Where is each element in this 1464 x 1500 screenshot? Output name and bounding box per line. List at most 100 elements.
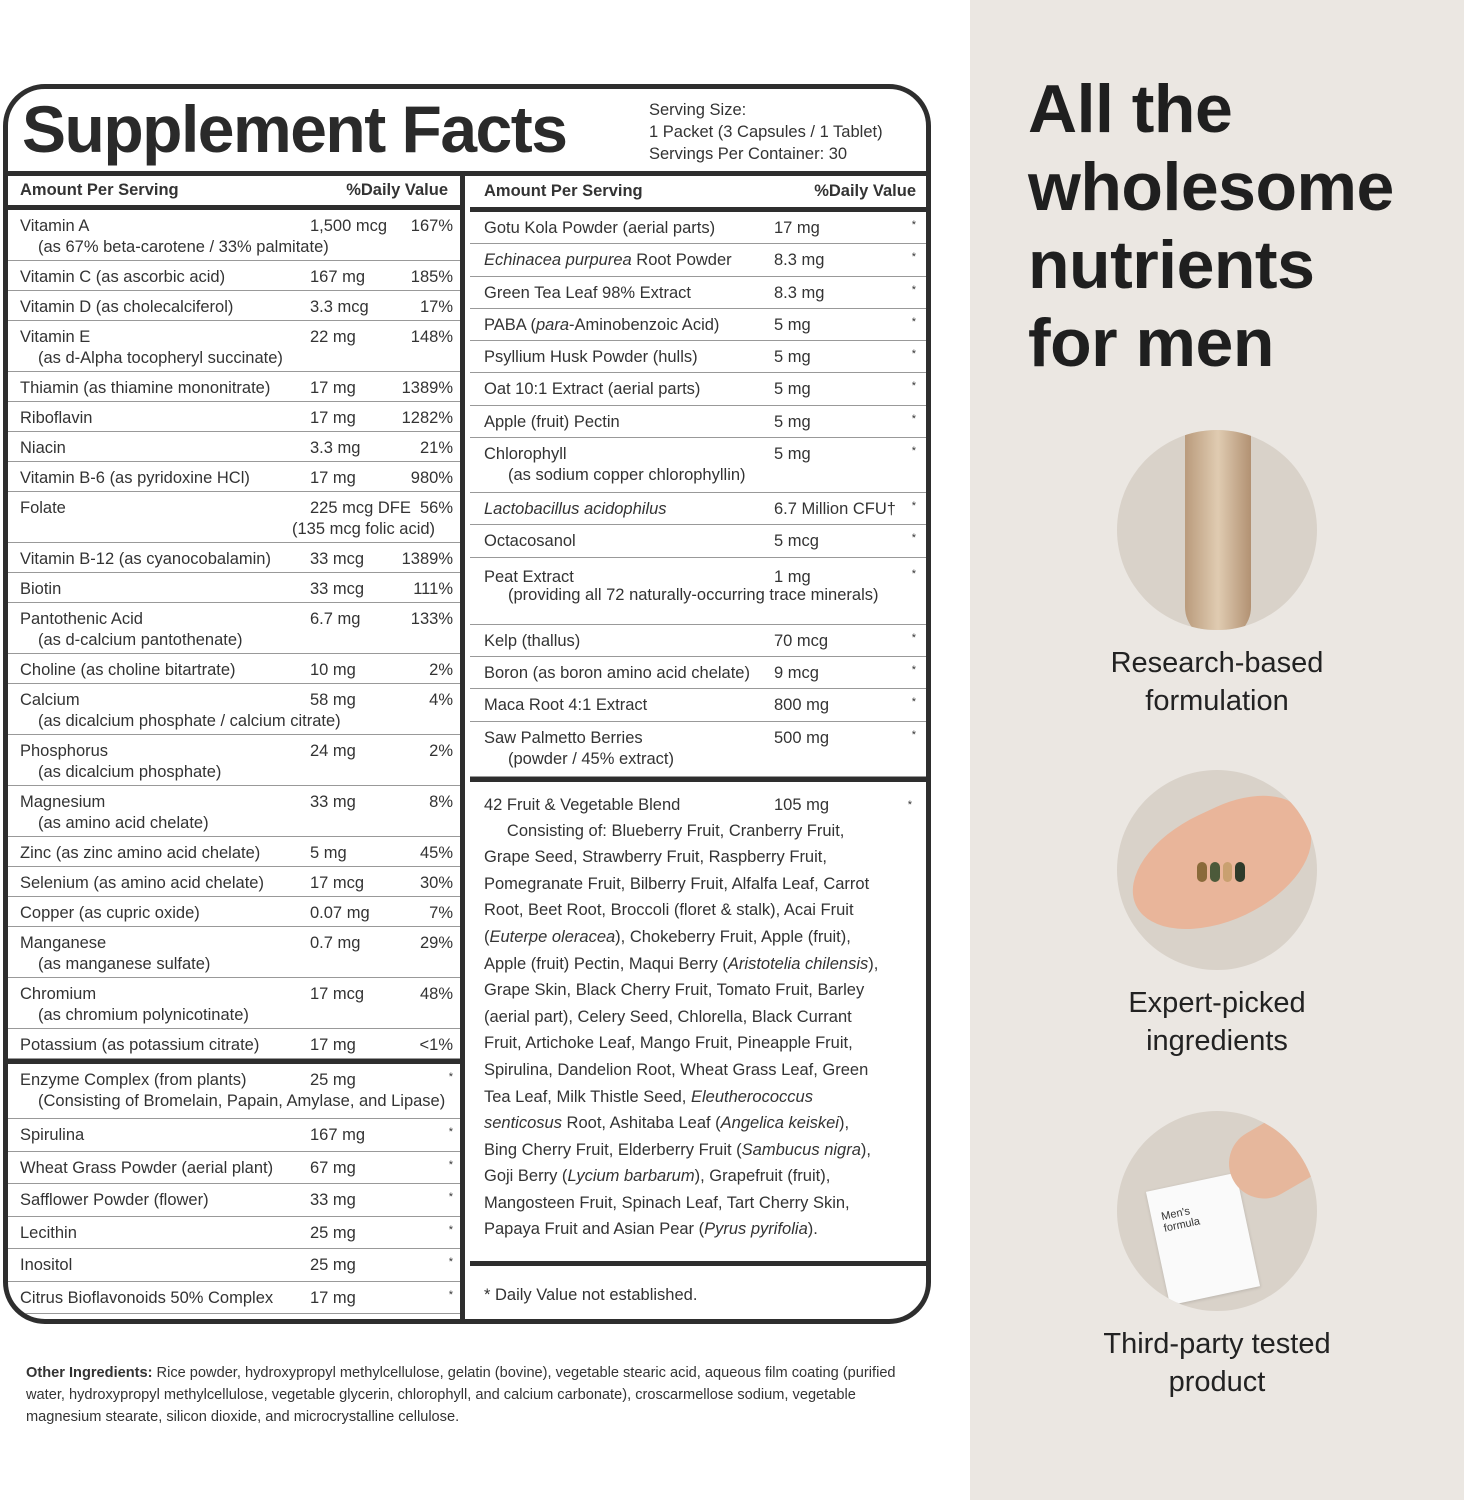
nutrient-row: Apple (fruit) Pectin 5 mg * — [470, 406, 926, 439]
nutrient-row: Magnesium 33 mg 8% (as amino acid chelate) — [8, 786, 460, 837]
packet-image: Men's formula — [1117, 1111, 1317, 1311]
nutrient-row: Biotin 33 mcg 111% — [8, 573, 460, 603]
nutrient-amount: 25 mg — [310, 1071, 356, 1089]
nutrient-amount: 1 mg — [774, 567, 811, 586]
headline-line: for men — [1028, 305, 1274, 381]
nutrient-row: Oat 10:1 Extract (aerial parts) 5 mg * — [470, 373, 926, 406]
nutrient-amount: 3.3 mcg — [310, 298, 369, 316]
nutrient-name: Apple (fruit) Pectin — [484, 412, 620, 431]
nutrient-amount: 25 mg — [310, 1256, 356, 1274]
nutrient-source: (135 mcg folic acid) — [292, 520, 436, 538]
nutrient-name: Safflower Powder (flower) — [20, 1191, 209, 1209]
feature-expert: Expert-picked ingredients — [970, 770, 1464, 1060]
nutrient-daily-value: 185% — [410, 268, 453, 286]
nutrient-daily-value: * — [911, 315, 916, 328]
nutrient-name: Peat Extract — [484, 567, 574, 586]
dv-header: %Daily Value — [814, 182, 916, 200]
column-header: Amount Per Serving %Daily Value — [8, 176, 460, 210]
nutrient-row: Saw Palmetto Berries 500 mg * (powder / 45%… — [470, 722, 926, 777]
nutrient-daily-value: * — [911, 631, 916, 644]
nutrient-daily-value: * — [911, 219, 916, 231]
nutrient-name: Vitamin E — [20, 328, 91, 346]
nutrient-amount: 17 mg — [310, 469, 356, 487]
nutrient-daily-value: * — [911, 348, 916, 361]
nutrient-daily-value: 8% — [429, 793, 453, 811]
other-ingredients: Other Ingredients: Rice powder, hydroxyp… — [26, 1362, 906, 1428]
nutrient-name: Choline (as choline bitartrate) — [20, 661, 236, 679]
nutrient-daily-value: * — [448, 1071, 453, 1083]
nutrient-name: Potassium (as potassium citrate) — [20, 1036, 260, 1054]
nutrient-row: Gotu Kola Powder (aerial parts) 17 mg * — [470, 212, 926, 245]
nutrient-daily-value: 29% — [419, 934, 453, 952]
nutrient-name: Selenium (as amino acid chelate) — [20, 874, 264, 892]
nutrient-amount: 17 mcg — [310, 874, 365, 892]
nutrient-row: Peat Extract 1 mg * (providing all 72 natur… — [470, 558, 926, 625]
nutrient-name: Chromium — [20, 985, 97, 1003]
nutrient-daily-value: * — [911, 532, 916, 545]
nutrient-source: (as amino acid chelate) — [38, 814, 209, 832]
nutrient-name: Phosphorus — [20, 742, 109, 760]
nutrient-daily-value: 980% — [410, 469, 453, 487]
nutrient-row: Vitamin C (as ascorbic acid) 167 mg 185% — [8, 261, 460, 291]
nutrient-row: Zinc (as zinc amino acid chelate) 5 mg 45% — [8, 837, 460, 867]
nutrient-amount: 0.07 mg — [310, 904, 370, 922]
nutrient-name: Vitamin D (as cholecalciferol) — [20, 298, 234, 316]
capsule-image — [1117, 430, 1317, 630]
nutrient-amount: 17 mg — [310, 379, 356, 397]
nutrient-row: Vitamin B-12 (as cyanocobalamin) 33 mcg 13… — [8, 543, 460, 573]
nutrient-amount: 6.7 Million CFU† — [774, 500, 896, 519]
nutrient-daily-value: * — [911, 412, 916, 425]
nutrient-name: Gotu Kola Powder (aerial parts) — [484, 219, 716, 237]
nutrient-name: Vitamin B-12 (as cyanocobalamin) — [20, 550, 271, 568]
nutrient-row: Folate 225 mcg DFE 56% (135 mcg folic acid) — [8, 492, 460, 543]
nutrient-amount: 70 mcg — [774, 631, 829, 650]
nutrient-daily-value: 133% — [410, 610, 453, 628]
nutrient-row: Safflower Powder (flower) 33 mg * — [8, 1184, 460, 1217]
nutrient-row: Vitamin B-6 (as pyridoxine HCl) 17 mg 980% — [8, 462, 460, 492]
divider — [470, 776, 926, 782]
nutrient-daily-value: 1389% — [401, 379, 453, 397]
nutrient-row: Maca Root 4:1 Extract 800 mg * — [470, 689, 926, 722]
nutrient-amount: 33 mg — [310, 1191, 356, 1209]
nutrient-name: Spirulina — [20, 1126, 85, 1144]
nutrient-row: Calcium 58 mg 4% (as dicalcium phosphate / … — [8, 684, 460, 735]
nutrient-amount: 167 mg — [310, 1126, 366, 1144]
nutrient-row: Spirulina 167 mg * — [8, 1119, 460, 1152]
nutrient-name: Biotin — [20, 580, 62, 598]
nutrient-name: Calcium — [20, 691, 80, 709]
nutrient-row: Wheat Grass Powder (aerial plant) 67 mg * — [8, 1152, 460, 1184]
nutrient-amount: 5 mg — [774, 412, 811, 431]
nutrient-daily-value: 167% — [410, 217, 453, 235]
nutrient-amount: 33 mcg — [310, 550, 365, 568]
nutrient-row: Lecithin 25 mg * — [8, 1217, 460, 1249]
nutrient-row: Echinacea purpurea Root Powder 8.3 mg * — [470, 244, 926, 277]
nutrient-amount: 58 mg — [310, 691, 356, 709]
nutrient-amount: 8.3 mg — [774, 251, 825, 270]
headline: All the wholesome nutrients for men — [1028, 70, 1394, 382]
nutrient-daily-value: * — [911, 696, 916, 709]
benefits-sidebar: All the wholesome nutrients for men Rese… — [970, 0, 1464, 1500]
nutrient-daily-value: 7% — [429, 904, 453, 922]
feature-research: Research-based formulation — [970, 430, 1464, 720]
nutrient-source: (as dicalcium phosphate / calcium citrat… — [38, 712, 341, 730]
nutrient-daily-value: <1% — [419, 1036, 453, 1054]
nutrient-daily-value: 17% — [419, 298, 453, 316]
nutrient-daily-value: * — [448, 1256, 453, 1268]
nutrient-daily-value: * — [911, 283, 916, 296]
nutrient-row: Boron (as boron amino acid chelate) 9 mcg… — [470, 657, 926, 690]
nutrient-row: Phosphorus 24 mg 2% (as dicalcium phosphate… — [8, 735, 460, 786]
nutrient-name: Thiamin (as thiamine mononitrate) — [20, 379, 271, 397]
nutrient-name: Maca Root 4:1 Extract — [484, 696, 648, 715]
nutrient-amount: 800 mg — [774, 696, 830, 715]
nutrient-daily-value: 1389% — [401, 550, 453, 568]
feature-caption: ingredients — [1146, 1025, 1288, 1057]
nutrient-name: Inositol — [20, 1256, 73, 1274]
nutrient-name: Psyllium Husk Powder (hulls) — [484, 348, 698, 367]
nutrient-name: Oat 10:1 Extract (aerial parts) — [484, 380, 701, 399]
nutrient-daily-value: 1282% — [401, 409, 453, 427]
right-column: Amount Per Serving %Daily Value Gotu Kol… — [470, 176, 926, 1319]
nutrient-amount: 5 mcg — [774, 532, 819, 551]
nutrient-amount: 22 mg — [310, 328, 356, 346]
nutrient-daily-value: 148% — [410, 328, 453, 346]
nutrient-source: (as chromium polynicotinate) — [38, 1006, 249, 1024]
